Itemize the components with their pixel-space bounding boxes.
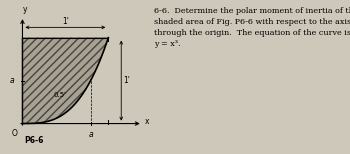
Text: a: a (9, 76, 14, 85)
Text: 6-6.  Determine the polar moment of inertia of the
shaded area of Fig. P6-6 with: 6-6. Determine the polar moment of inert… (154, 7, 350, 49)
Text: P6-6: P6-6 (24, 136, 43, 145)
Text: 0.5': 0.5' (54, 92, 66, 98)
Text: a: a (88, 130, 93, 139)
Text: y: y (23, 6, 27, 14)
Text: 1': 1' (62, 17, 69, 26)
Text: x: x (145, 117, 149, 126)
Text: 1': 1' (123, 76, 130, 85)
Polygon shape (22, 38, 108, 124)
Text: O: O (12, 129, 17, 138)
